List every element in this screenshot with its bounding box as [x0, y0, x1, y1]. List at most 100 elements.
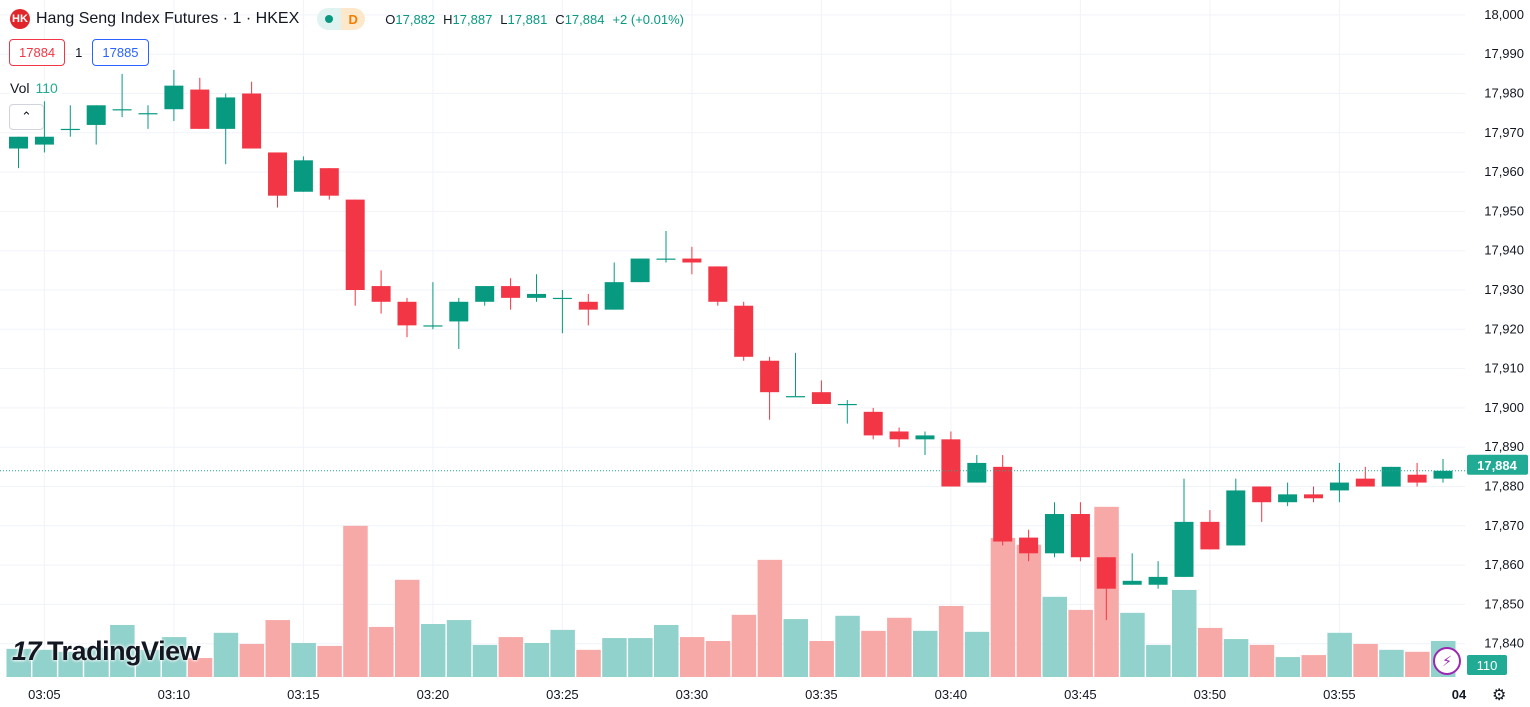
volume-bar — [1327, 632, 1352, 677]
collapse-legend-button[interactable]: ⌃ — [9, 104, 44, 130]
candle-body — [656, 258, 676, 260]
candle-body — [552, 297, 572, 300]
low-label: L — [500, 11, 508, 27]
time-tick-label: 03:25 — [546, 687, 579, 702]
candle-body — [527, 293, 546, 298]
volume-bar — [1146, 644, 1171, 677]
price-axis[interactable]: 18,000 17,990 17,980 17,970 17,960 17,950 17,9… — [1484, 7, 1524, 651]
candle-body — [1148, 576, 1168, 585]
candle-body — [501, 286, 521, 298]
chevron-up-icon: ⌃ — [21, 109, 32, 124]
candle-body — [371, 286, 391, 302]
candle-body — [578, 301, 598, 310]
quantity[interactable]: 1 — [75, 45, 83, 60]
volume-bar — [1172, 589, 1197, 677]
trade-buttons: 17884 1 17885 — [9, 39, 149, 66]
volume-bar — [1353, 643, 1378, 677]
candle-body — [1252, 486, 1272, 503]
candle-body — [138, 113, 158, 115]
volume-bar — [654, 624, 679, 677]
exchange-logo: HK — [10, 9, 30, 29]
candle-body — [397, 301, 417, 326]
volume-bar — [265, 620, 290, 677]
close-label: C — [555, 11, 565, 27]
candle-body — [682, 258, 702, 263]
volume-bar — [420, 623, 446, 677]
lightning-button[interactable]: ⚡︎ — [1433, 647, 1461, 675]
candle-body — [889, 431, 909, 440]
candle-body — [708, 266, 728, 302]
price-tick-label: 17,930 — [1484, 282, 1524, 297]
candle-body — [1329, 482, 1349, 491]
market-open-dot-icon — [325, 15, 334, 23]
volume-bar — [213, 632, 239, 677]
volume-bar — [110, 624, 135, 677]
time-axis[interactable]: 03:05 03:10 03:15 03:20 03:25 03:30 03:35 03:40… — [28, 687, 1467, 702]
candle-body — [811, 392, 831, 404]
price-tick-label: 17,890 — [1484, 439, 1524, 454]
symbol-title[interactable]: Hang Seng Index Futures · 1 · HKEX — [36, 10, 300, 27]
volume-bar — [343, 525, 368, 677]
candle-body — [760, 360, 780, 393]
ohlc-values: O17,882 H17,887 L17,881 C17,884 +2 (+0.0… — [385, 12, 684, 27]
volume-bar — [1405, 651, 1430, 677]
candle-body — [1122, 580, 1142, 585]
tradingview-logo[interactable]: 17 TradingView — [12, 636, 201, 667]
volume-bar — [861, 630, 886, 677]
buy-button[interactable]: 17885 — [92, 39, 149, 66]
volume-bar — [291, 642, 316, 677]
volume-bar — [136, 649, 161, 677]
candle-body — [86, 105, 106, 125]
volume-bar — [835, 615, 860, 677]
candle-body — [1355, 478, 1375, 487]
candle-body — [34, 136, 54, 145]
volume-bar — [84, 647, 109, 677]
volume-bar — [446, 620, 472, 677]
change-value: +2 (+0.01%) — [612, 11, 684, 27]
volume-bar — [705, 641, 731, 677]
volume-legend[interactable]: Vol 110 — [10, 80, 62, 96]
time-tick-label: 03:15 — [287, 687, 320, 702]
volume-bar — [161, 637, 187, 677]
volume-bar — [1379, 649, 1404, 677]
candle-body — [319, 168, 339, 196]
volume-bar — [395, 579, 420, 677]
price-tick-label: 17,860 — [1484, 557, 1524, 572]
close-value: 17,884 — [564, 11, 605, 27]
volume-bar — [731, 614, 757, 677]
candle-body — [1381, 466, 1401, 487]
candle-body — [1407, 474, 1427, 483]
volume-bar — [32, 649, 57, 677]
sell-button[interactable]: 17884 — [9, 39, 66, 66]
market-status-pill[interactable]: D — [317, 8, 366, 30]
volume-bar — [1223, 639, 1249, 677]
volume-label: Vol — [10, 80, 30, 96]
volume-bar — [550, 629, 575, 677]
candle-body — [734, 305, 754, 357]
volume-bar — [628, 638, 653, 677]
volume-bar — [809, 641, 834, 677]
candle-body — [216, 97, 236, 129]
candle-body — [604, 282, 624, 310]
last-price-badge — [1467, 454, 1528, 475]
price-tick-label: 17,970 — [1484, 125, 1524, 140]
candle-body — [630, 258, 650, 283]
price-tick-label: 17,960 — [1484, 164, 1524, 179]
candle-body — [993, 466, 1013, 542]
time-tick-label: 03:05 — [28, 687, 61, 702]
last-volume-badge — [1467, 655, 1507, 675]
volume-bar — [757, 559, 783, 677]
gear-icon: ⚙︎ — [1492, 687, 1507, 704]
open-value: 17,882 — [395, 11, 436, 27]
candle-body — [1070, 514, 1090, 558]
candle-body — [449, 301, 469, 322]
volume-bar — [6, 648, 31, 677]
candle-body — [863, 411, 883, 436]
volume-value: 110 — [35, 80, 58, 96]
time-tick-label: 03:55 — [1323, 687, 1356, 702]
open-label: O — [385, 11, 396, 27]
last-price-label: 17,884 — [1477, 458, 1518, 473]
volume-bar — [576, 649, 601, 677]
chart-settings-button[interactable]: ⚙︎ — [1492, 685, 1506, 705]
